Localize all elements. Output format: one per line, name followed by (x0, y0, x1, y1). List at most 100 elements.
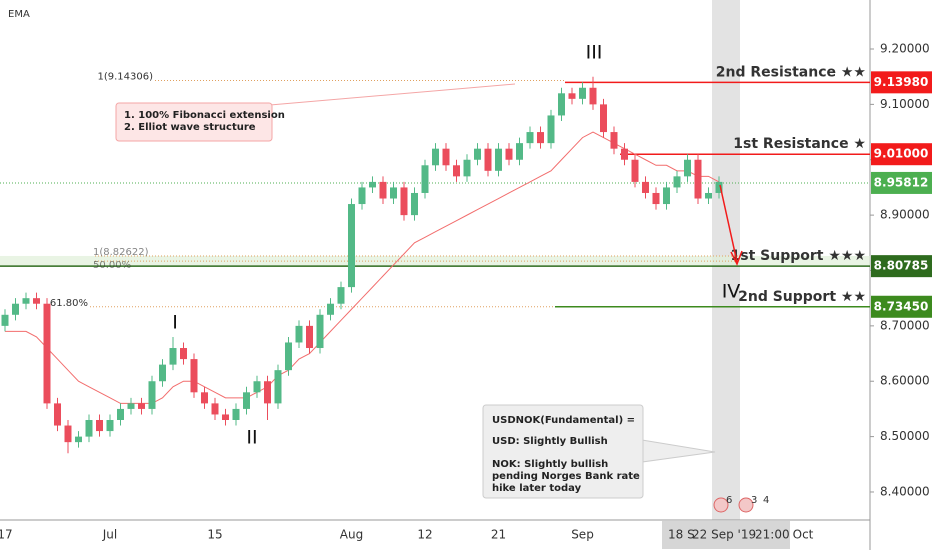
candle-body (106, 419, 114, 432)
x-tick-label: 12 (417, 528, 432, 542)
fundamental-text: NOK: Slightly bullish (492, 459, 608, 470)
y-tick-label: 8.60000 (880, 374, 930, 388)
candle-body (295, 325, 303, 343)
candle-body (201, 392, 208, 404)
candle-body (579, 87, 586, 99)
wave-label: III (586, 42, 603, 64)
candle-body (358, 187, 366, 205)
candle-body (180, 348, 187, 360)
x-tick-label: Aug (340, 528, 363, 542)
fib-label: 1(9.14306) (97, 72, 153, 83)
candle-body (12, 303, 19, 315)
price-tag (871, 255, 932, 278)
price-tag (871, 143, 932, 166)
price-tag (871, 71, 932, 94)
candle-body (610, 132, 618, 149)
fundamental-text: hike later today (492, 483, 582, 494)
candle-body (442, 148, 450, 166)
x-tick-label: Sep (571, 528, 594, 542)
candle-body (169, 348, 177, 365)
candle-body (505, 148, 513, 160)
price-tag-label: 8.95812 (874, 175, 929, 189)
y-tick-label: 8.50000 (880, 429, 930, 443)
note-text: 1. 100% Fibonacci extension (124, 110, 285, 121)
candle-body (516, 143, 523, 160)
event-icon (713, 497, 729, 513)
candle-body (589, 87, 597, 105)
candle-body (463, 159, 471, 177)
candle-body (715, 181, 723, 193)
x-tick-label: 17 (0, 528, 13, 542)
y-tick-label: 8.90000 (880, 208, 930, 222)
price-tag-label: 8.80785 (874, 259, 929, 273)
candle-body (85, 419, 93, 437)
candle-body (526, 132, 534, 144)
event-count: 6 (726, 495, 732, 506)
candle-body (621, 148, 628, 160)
candle-body (117, 408, 124, 420)
candle-body (253, 381, 261, 393)
candle-body (54, 403, 61, 426)
candle-body (159, 364, 166, 382)
candle-body (1, 314, 9, 326)
candle-body (495, 148, 502, 171)
wave-label: II (246, 427, 257, 449)
price-tag (871, 295, 932, 318)
y-tick-label: 8.40000 (880, 484, 930, 498)
candle-body (232, 408, 240, 420)
candle-body (547, 115, 555, 144)
candle-body (558, 93, 565, 116)
wave-label: IV (722, 281, 741, 303)
crosshair-time: 18 S (668, 528, 695, 542)
crosshair-time: 21:00 (755, 528, 790, 542)
candle-body (379, 181, 387, 199)
note-text: 2. Elliot wave structure (124, 122, 256, 133)
candle-body (285, 342, 292, 371)
projection-arrow (719, 184, 743, 266)
y-tick-label: 8.70000 (880, 318, 930, 332)
candle-body (642, 181, 649, 193)
price-tag-label: 8.73450 (874, 299, 929, 313)
candle-body (474, 148, 481, 160)
candle-body (148, 381, 156, 409)
candle-body (453, 165, 460, 177)
note-connector (269, 83, 516, 106)
candle-body (673, 176, 681, 188)
y-tick-label: 9.10000 (880, 97, 930, 111)
candle-body (631, 159, 639, 182)
fundamental-box (482, 404, 644, 499)
candle-body (211, 403, 219, 415)
level-label: 2nd Support ★★ (738, 289, 866, 305)
fundamental-text: pending Norges Bank rate (492, 471, 640, 482)
level-label: 1st Resistance ★ (733, 136, 866, 152)
candle-body (43, 303, 51, 404)
candle-body (243, 392, 250, 409)
event-icon (738, 497, 754, 513)
indicator-label: EMA (8, 9, 30, 20)
candle-body (568, 93, 576, 99)
candle-body (22, 298, 30, 304)
candle-body (316, 314, 324, 349)
candle-body (600, 104, 607, 133)
ema-line (5, 131, 720, 404)
candle-body (264, 381, 271, 404)
x-tick-label: Oct (793, 528, 814, 542)
candle-body (337, 287, 345, 304)
candle-body (369, 181, 376, 188)
fundamental-text: USD: Slightly Bullish (492, 436, 608, 447)
candle-body (348, 204, 355, 288)
price-tag-label: 9.13980 (874, 75, 929, 89)
candle-body (306, 325, 313, 349)
candle-body (652, 192, 660, 205)
candle-body (127, 403, 135, 409)
fundamental-text: USDNOK(Fundamental) = (492, 415, 635, 426)
candle-body (705, 192, 712, 199)
candle-body (138, 403, 145, 409)
wave-label: I (172, 312, 178, 334)
x-tick-label: Jul (102, 528, 117, 542)
candle-body (33, 298, 40, 304)
event-count: 4 (763, 495, 769, 506)
crosshair-time-box (662, 521, 790, 549)
